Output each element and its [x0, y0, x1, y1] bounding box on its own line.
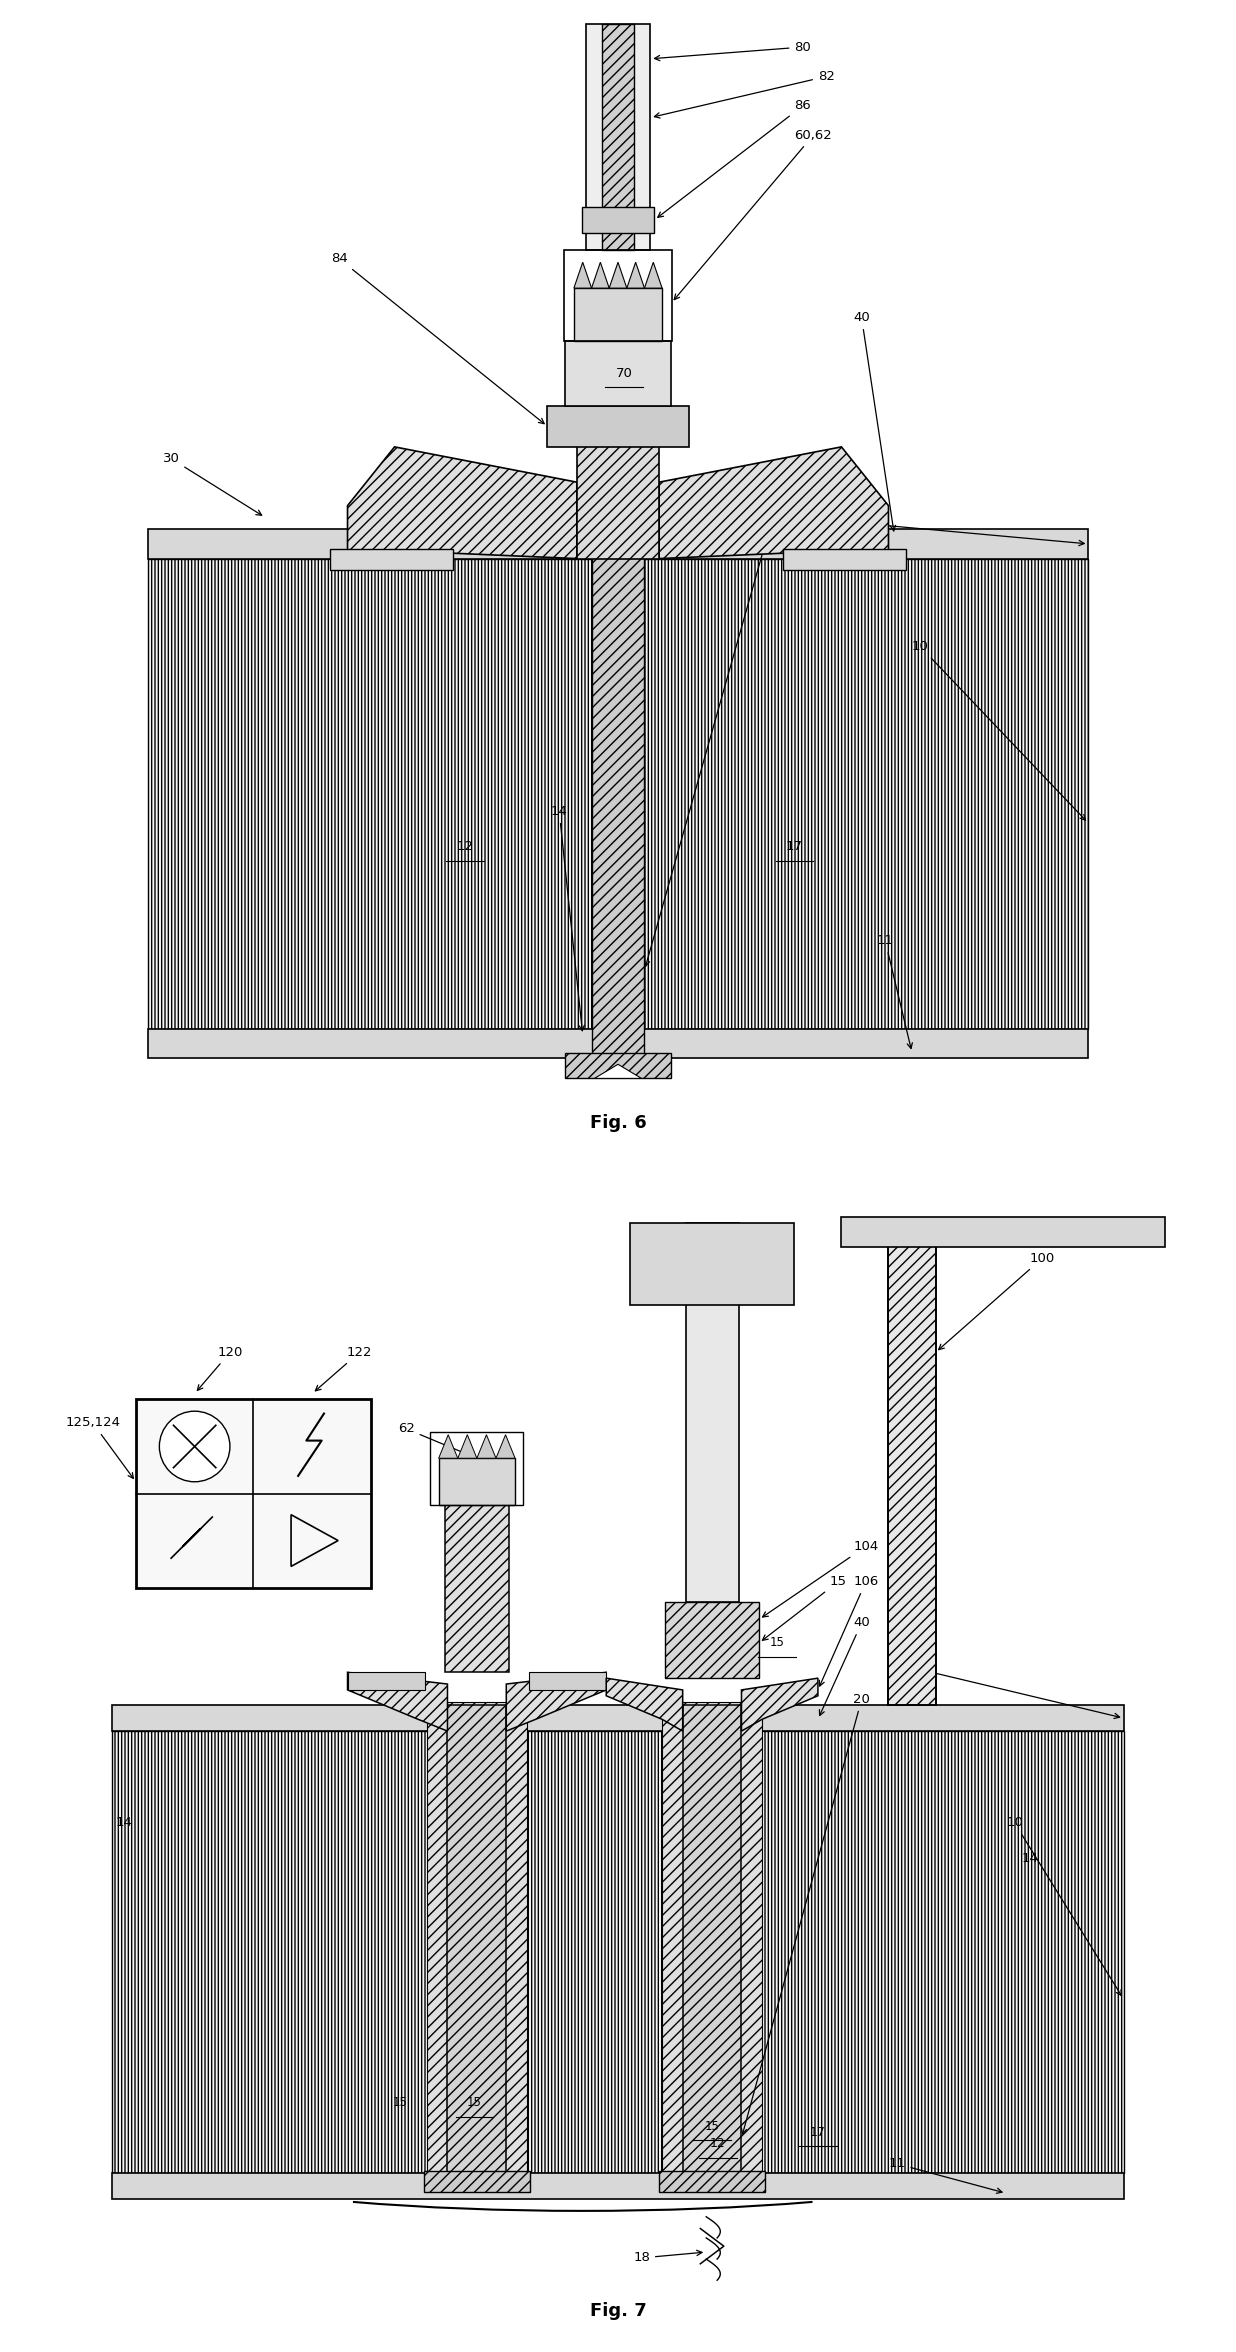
Bar [430, 1432, 523, 1505]
Bar [574, 287, 662, 341]
Polygon shape [347, 1672, 447, 1731]
Text: 30: 30 [163, 452, 262, 515]
Text: 15: 15 [769, 1637, 784, 1649]
Text: 17: 17 [786, 840, 803, 854]
Polygon shape [627, 263, 644, 287]
Polygon shape [609, 263, 627, 287]
Text: 20: 20 [644, 487, 787, 967]
Text: Fig. 7: Fig. 7 [590, 2303, 646, 2319]
Text: 82: 82 [654, 71, 834, 118]
Bar [330, 550, 454, 569]
Text: 12: 12 [456, 840, 473, 854]
Text: 12: 12 [711, 2138, 726, 2150]
Bar [630, 1223, 795, 1305]
Text: 11: 11 [876, 934, 912, 1049]
Text: 14: 14 [604, 557, 635, 783]
Text: 18: 18 [633, 2251, 702, 2265]
Text: 62: 62 [398, 1423, 473, 1456]
Text: 13: 13 [889, 1658, 1120, 1719]
Bar [577, 412, 659, 560]
Polygon shape [574, 263, 592, 287]
Text: 126: 126 [140, 1541, 171, 1552]
Polygon shape [477, 1435, 496, 1458]
Bar [565, 249, 671, 341]
Bar [112, 2173, 1124, 2199]
Bar [147, 560, 1089, 1030]
Polygon shape [496, 1435, 515, 1458]
Text: Fig. 6: Fig. 6 [590, 1115, 646, 1131]
Bar [147, 1030, 1089, 1058]
Bar [347, 1672, 425, 1689]
Text: 20: 20 [742, 1693, 870, 2133]
Bar [782, 550, 906, 569]
Text: 100: 100 [938, 1251, 1054, 1350]
Bar [565, 341, 671, 405]
Bar [565, 1054, 671, 1077]
Text: 15: 15 [393, 2096, 408, 2110]
Polygon shape [606, 1679, 682, 1731]
Text: 15: 15 [705, 2119, 719, 2133]
Text: 14: 14 [116, 1816, 132, 1830]
Text: 86: 86 [658, 99, 811, 216]
Text: 14: 14 [551, 804, 585, 1030]
Bar [147, 529, 1089, 560]
Text: 17: 17 [810, 2126, 826, 2138]
Bar [439, 1458, 515, 1505]
Polygon shape [644, 263, 662, 287]
Text: 125,124: 125,124 [66, 1416, 133, 1479]
Text: 10: 10 [1006, 1816, 1121, 1994]
Text: 14: 14 [1021, 1851, 1038, 1865]
Bar [889, 1223, 936, 1705]
Text: 11: 11 [889, 2157, 1002, 2194]
Circle shape [159, 1411, 230, 1482]
Text: 13: 13 [853, 517, 1084, 546]
Polygon shape [439, 1435, 457, 1458]
Bar [548, 407, 688, 447]
Bar [665, 1602, 759, 1679]
Bar [592, 553, 644, 1063]
Polygon shape [347, 447, 577, 564]
Bar [662, 1703, 763, 2178]
Text: 10: 10 [912, 640, 1085, 821]
Bar [602, 24, 634, 252]
Bar [889, 1223, 936, 1705]
Bar [686, 1223, 739, 1602]
Text: 40: 40 [819, 1616, 870, 1715]
Bar [424, 2171, 530, 2192]
Text: 84: 84 [331, 252, 544, 423]
Text: 70: 70 [616, 367, 633, 381]
Bar [582, 207, 654, 233]
Polygon shape [595, 1063, 641, 1077]
Bar [842, 1218, 1164, 1247]
Text: 40: 40 [853, 310, 896, 532]
Polygon shape [457, 1435, 477, 1458]
Text: 15: 15 [467, 2096, 482, 2110]
Polygon shape [507, 1672, 606, 1731]
Text: 60,62: 60,62 [674, 129, 832, 299]
Polygon shape [659, 447, 889, 564]
Text: 120: 120 [198, 1345, 242, 1390]
Polygon shape [592, 263, 609, 287]
Bar [682, 1705, 742, 2173]
Text: 80: 80 [655, 40, 811, 61]
Bar [529, 1672, 606, 1689]
Bar [447, 1705, 507, 2173]
Text: 122: 122 [315, 1345, 372, 1390]
Text: 15: 15 [763, 1576, 847, 1639]
Text: 106: 106 [819, 1576, 879, 1686]
Bar [136, 1399, 371, 1588]
Bar [659, 2171, 765, 2192]
Bar [112, 1705, 1124, 1731]
Bar [586, 24, 650, 252]
Bar [445, 1505, 509, 1672]
Bar [426, 1703, 527, 2178]
Text: 104: 104 [763, 1541, 879, 1616]
Bar [112, 1731, 1124, 2173]
Polygon shape [742, 1679, 818, 1731]
